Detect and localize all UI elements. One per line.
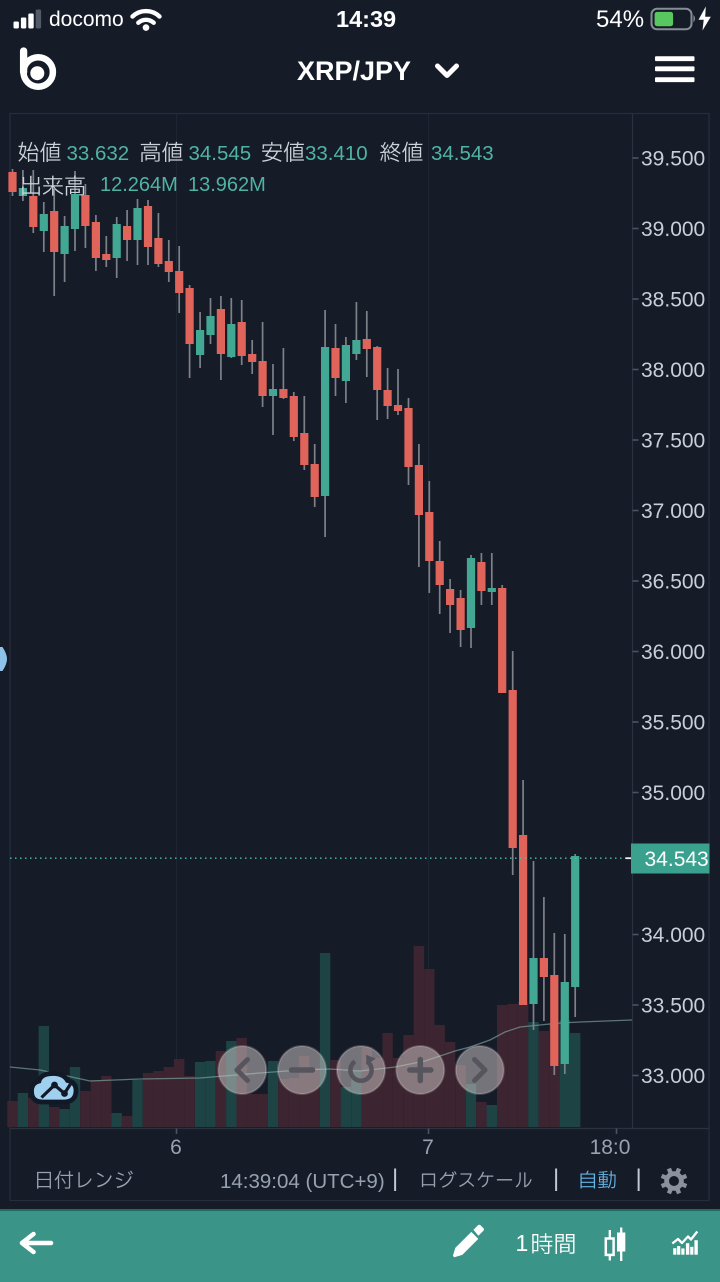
svg-text:35.000: 35.000 <box>641 782 705 805</box>
svg-text:36.000: 36.000 <box>641 641 705 664</box>
svg-text:37.000: 37.000 <box>641 500 705 523</box>
svg-text:39.000: 39.000 <box>641 218 705 241</box>
svg-text:33.500: 33.500 <box>641 995 705 1018</box>
svg-text:7: 7 <box>422 1136 434 1159</box>
svg-text:34.000: 34.000 <box>641 924 705 947</box>
svg-text:36.500: 36.500 <box>641 571 705 594</box>
svg-text:38.500: 38.500 <box>641 289 705 312</box>
svg-text:38.000: 38.000 <box>641 359 705 382</box>
svg-text:35.500: 35.500 <box>641 712 705 735</box>
svg-text:33.000: 33.000 <box>641 1065 705 1088</box>
svg-text:34.543: 34.543 <box>645 848 709 871</box>
svg-text:18:0: 18:0 <box>590 1136 631 1159</box>
svg-text:39.500: 39.500 <box>641 148 705 171</box>
svg-text:6: 6 <box>170 1136 182 1159</box>
svg-text:37.500: 37.500 <box>641 430 705 453</box>
